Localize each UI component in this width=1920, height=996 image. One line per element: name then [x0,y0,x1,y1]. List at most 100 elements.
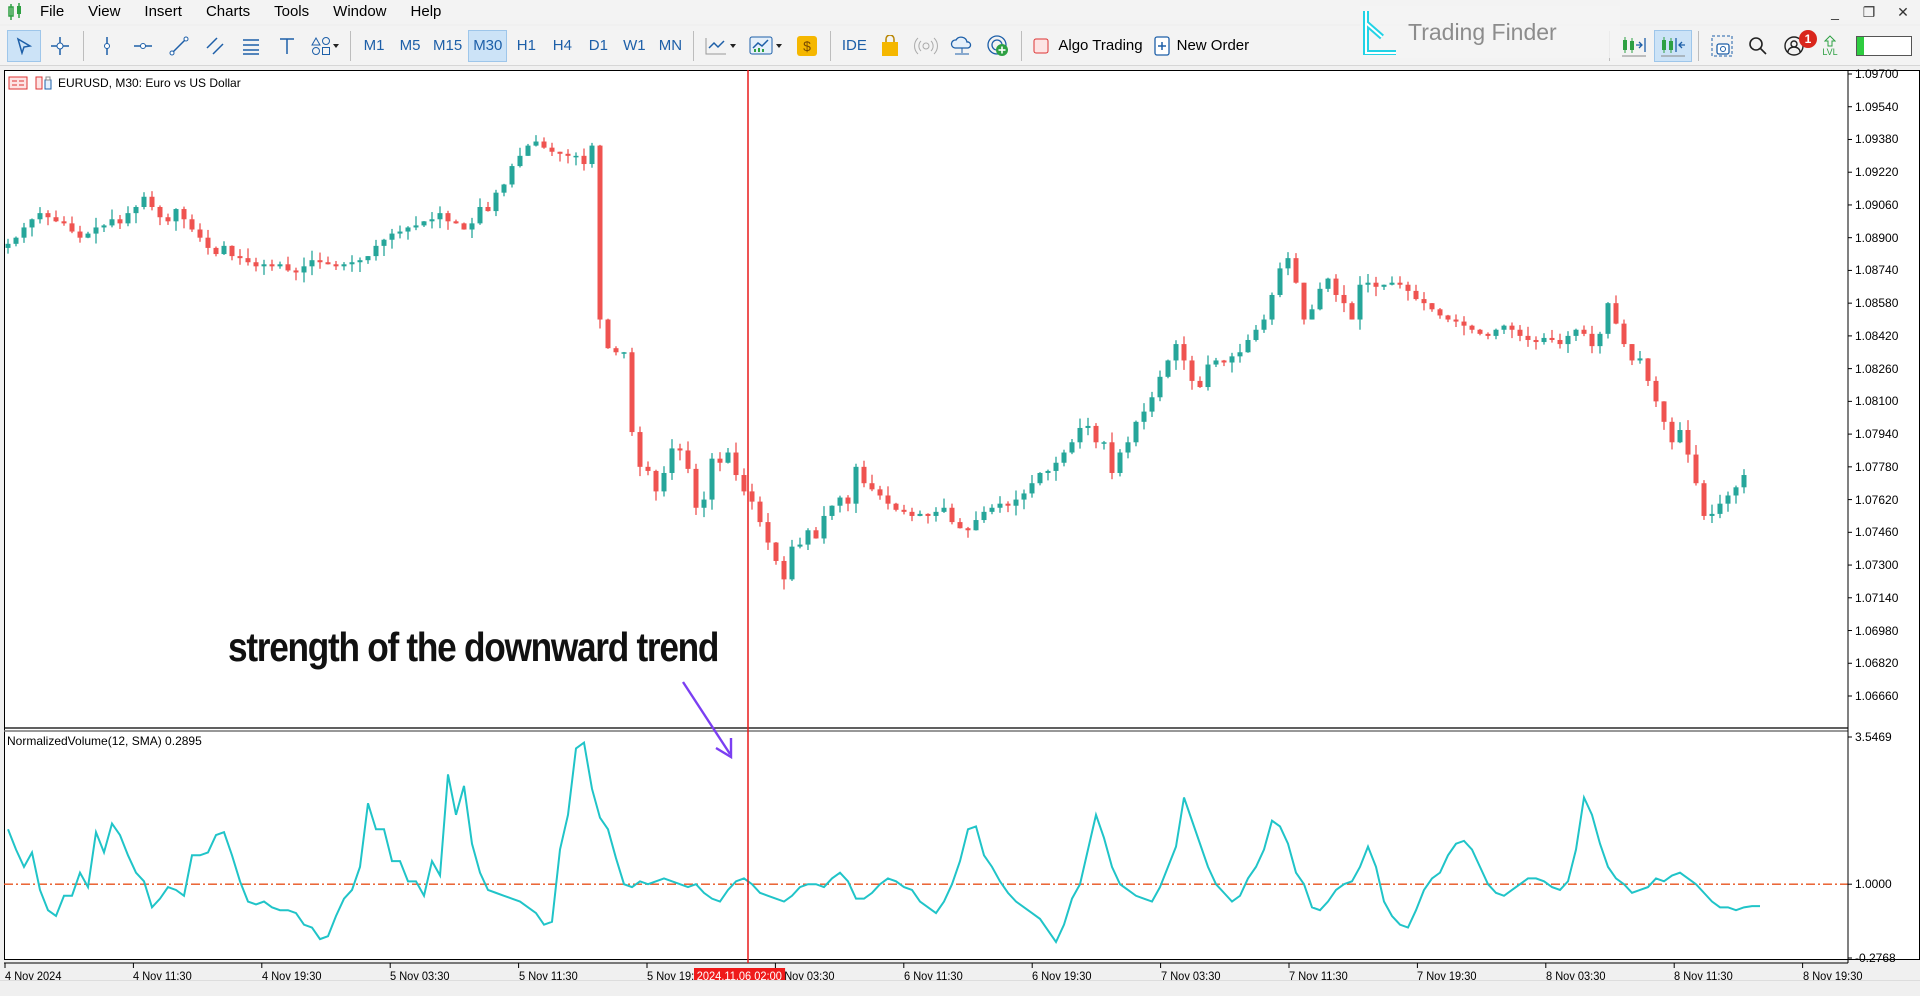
time-axis-label: 7 Nov 03:30 [1160,969,1221,983]
price-axis-label: 1.08100 [1855,394,1899,409]
timeframe-m5[interactable]: M5 [399,37,421,54]
menu-insert[interactable]: Insert [144,3,182,20]
horizontal-line-tool-button[interactable] [126,30,160,62]
price-axis-label: 1.07140 [1855,590,1899,605]
menu-tools[interactable]: Tools [274,3,310,20]
vps-button[interactable] [945,30,979,62]
fibonacci-tool-button[interactable] [234,30,268,62]
timeframe-h4[interactable]: H4 [552,37,572,54]
cursor-icon [16,36,33,55]
price-axis-label: 1.08420 [1855,328,1899,343]
brand-watermark: Trading Finder [1360,6,1620,58]
chart-header: EURUSD, M30: Euro vs US Dollar [8,76,241,90]
price-axis-label: 1.08900 [1855,230,1899,245]
minimize-button[interactable]: _ [1831,4,1839,20]
toolbar-separator [83,30,84,61]
chart-shift-icon [1622,36,1646,56]
time-axis-label: 8 Nov 03:30 [1545,969,1606,983]
time-axis-label: 7 Nov 11:30 [1289,969,1348,983]
one-click-trading-icon[interactable] [8,76,28,90]
indicator-line [4,740,1848,945]
new-order-label: New Order [1176,37,1250,54]
app-logo-icon [0,0,30,24]
line-chart-icon [705,37,737,54]
arrow-up-icon [1824,34,1836,46]
shapes-tool-button[interactable] [306,30,344,62]
time-axis-label: 5 Nov 03:30 [390,969,450,983]
indicators-button[interactable] [744,30,788,62]
camera-icon [1711,35,1733,56]
timeframe-h1[interactable]: H1 [516,37,536,54]
chart-type-button[interactable] [700,30,742,62]
market-button[interactable]: $ [790,30,824,62]
trading-finder-logo-icon [1363,11,1396,55]
ide-button[interactable]: IDE [841,37,867,54]
svg-text:$: $ [803,38,811,54]
toolbar-separator [1021,30,1023,61]
community-button[interactable] [981,30,1015,62]
time-axis-label: 8 Nov 19:30 [1802,969,1863,983]
autoscroll-button[interactable] [1654,29,1692,62]
store-button[interactable] [873,30,907,62]
price-axis-label: 1.09220 [1855,165,1899,180]
signal-strength-bar [1856,35,1912,56]
indicator-axis-label: -0.2768 [1855,951,1896,965]
close-button[interactable]: ✕ [1897,4,1909,20]
level-button[interactable]: LVL [1813,30,1847,62]
depth-of-market-icon[interactable] [34,76,54,90]
toolbar-separator [1698,30,1699,61]
price-candles [5,135,1747,590]
trendline-icon [169,36,189,55]
indicators-icon [749,36,783,54]
algo-trading-label: Algo Trading [1058,37,1143,54]
toolbar-separator [693,30,695,61]
menu-charts[interactable]: Charts [205,3,251,20]
price-axis-label: 1.06660 [1855,689,1899,703]
timeframe-w1[interactable]: W1 [623,37,646,54]
channel-tool-button[interactable] [198,30,232,62]
trendline-tool-button[interactable] [162,30,196,62]
screenshot-button[interactable] [1705,30,1739,62]
shopping-bag-icon [882,34,899,56]
timeframe-d1[interactable]: D1 [588,37,608,54]
price-axis-label: 1.07780 [1855,459,1899,474]
chart-axes [4,70,1852,968]
menu-file[interactable]: File [40,3,65,20]
restore-button[interactable]: ❐ [1862,4,1876,20]
signals-button[interactable] [909,30,943,62]
algo-trading-button[interactable]: Algo Trading [1028,30,1146,62]
time-axis-label: 8 Nov 11:30 [1674,969,1733,983]
text-tool-button[interactable] [270,30,304,62]
brand-name: Trading Finder [1408,18,1557,45]
toolbar-separator [830,30,832,61]
algo-trading-stop-icon [1033,38,1049,53]
chart-symbol-title: EURUSD, M30: Euro vs US Dollar [58,76,241,90]
annotation-text: strength of the downward trend [228,624,719,670]
chart-window[interactable] [4,70,1920,960]
crosshair-icon [51,36,69,55]
timeframe-mn[interactable]: MN [658,37,683,54]
timeframe-m1[interactable]: M1 [363,37,385,54]
timeframe-m30[interactable]: M30 [468,29,508,62]
cursor-tool-button[interactable] [7,29,41,62]
channel-icon [206,36,224,55]
crosshair-tool-button[interactable] [43,30,77,62]
price-axis-label: 1.07300 [1855,558,1899,573]
timeframe-m15[interactable]: M15 [433,37,463,54]
search-button[interactable] [1741,30,1775,62]
price-axis-label: 1.06820 [1855,656,1899,671]
menu-window[interactable]: Window [333,3,387,20]
menu-help[interactable]: Help [410,3,442,20]
account-button[interactable]: 1 [1777,29,1817,62]
menu-view[interactable]: View [88,3,121,20]
price-axis-label: 1.09700 [1855,67,1899,81]
price-axis-label: 1.08580 [1855,296,1899,311]
vertical-line-tool-button[interactable] [90,30,124,62]
chart-shift-button[interactable] [1616,30,1652,62]
time-axis-label: 4 Nov 11:30 [133,969,193,983]
level-label: LVL [1822,46,1838,57]
shapes-icon [311,36,339,55]
notification-badge: 1 [1799,29,1817,48]
new-order-button[interactable]: New Order [1149,30,1254,62]
